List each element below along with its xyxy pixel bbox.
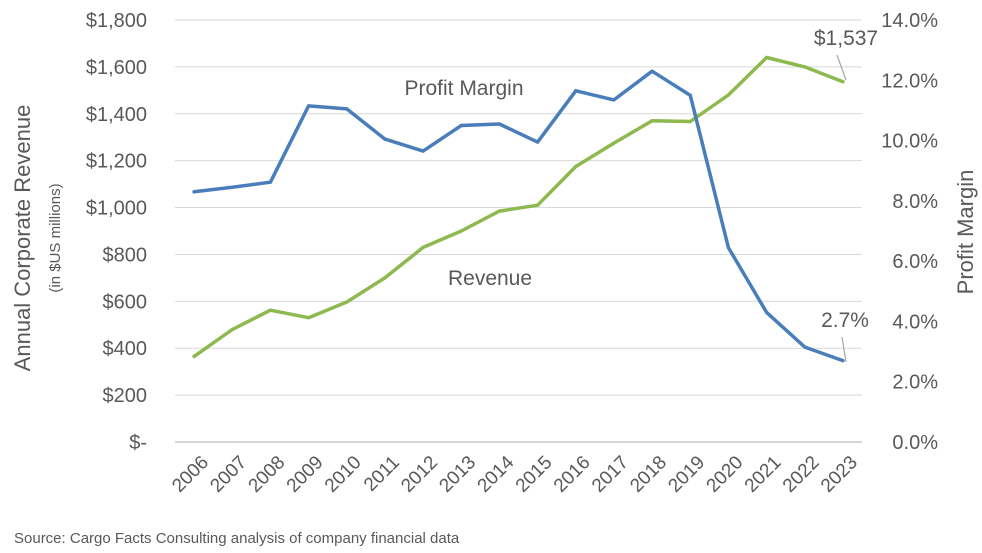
- x-tick-label: 2016: [550, 452, 595, 497]
- right-tick-label: 2.0%: [892, 372, 938, 394]
- right-tick-label: 8.0%: [892, 191, 938, 213]
- right-axis-title: Profit Margin: [953, 170, 978, 295]
- data-point-revenue: [459, 229, 463, 233]
- data-point-profit-margin: [230, 185, 234, 189]
- x-tick-label: 2008: [245, 452, 290, 497]
- left-axis-subtitle: (in $US millions): [47, 183, 64, 292]
- x-axis-ticks: 2006200720082009201020112012201320142015…: [168, 452, 862, 497]
- callout-line-margin: [841, 336, 847, 363]
- left-tick-label: $1,400: [86, 104, 147, 126]
- data-point-revenue: [612, 141, 616, 145]
- data-point-profit-margin: [841, 359, 845, 363]
- data-point-revenue: [688, 119, 692, 124]
- x-tick-label: 2009: [283, 452, 328, 497]
- data-point-revenue: [497, 209, 502, 213]
- data-point-revenue: [383, 276, 387, 280]
- left-tick-label: $1,200: [86, 151, 147, 173]
- data-point-profit-margin: [345, 107, 349, 111]
- x-tick-label: 2010: [321, 452, 366, 497]
- left-tick-label: $200: [103, 385, 148, 407]
- x-tick-label: 2018: [626, 452, 671, 497]
- left-tick-label: $1,800: [86, 10, 147, 32]
- data-point-revenue: [306, 316, 311, 320]
- left-axis-ticks: $- $200 $400 $600 $800 $1,000 $1,200 $1,400 $1,6…: [86, 10, 147, 454]
- data-point-profit-margin: [650, 69, 654, 73]
- data-point-revenue: [650, 119, 654, 123]
- x-tick-label: 2007: [206, 452, 251, 497]
- data-point-revenue: [268, 308, 273, 312]
- right-tick-label: 4.0%: [892, 311, 938, 333]
- source-note: Source: Cargo Facts Consulting analysis …: [14, 530, 460, 547]
- data-point-profit-margin: [268, 180, 273, 184]
- data-point-revenue: [764, 55, 769, 60]
- data-point-profit-margin: [306, 104, 311, 108]
- data-point-revenue: [192, 354, 196, 359]
- series-lines: [192, 55, 845, 363]
- left-tick-label: $1,000: [86, 198, 147, 220]
- data-point-revenue: [230, 327, 234, 332]
- x-tick-label: 2015: [512, 452, 557, 497]
- series-label-profit-margin: Profit Margin: [404, 77, 523, 100]
- data-point-profit-margin: [688, 93, 692, 97]
- callout-margin-last: 2.7%: [821, 309, 869, 332]
- x-tick-label: 2022: [779, 452, 824, 497]
- callout-line-revenue: [836, 54, 847, 81]
- x-tick-label: 2013: [435, 452, 480, 497]
- left-tick-label: $800: [103, 244, 148, 266]
- left-tick-label: $600: [103, 291, 148, 313]
- data-point-profit-margin: [535, 140, 540, 144]
- data-point-profit-margin: [192, 190, 196, 194]
- right-tick-label: 14.0%: [881, 10, 938, 32]
- x-tick-label: 2019: [664, 452, 709, 497]
- left-tick-label: $-: [129, 432, 147, 454]
- x-tick-label: 2020: [703, 452, 748, 497]
- data-point-profit-margin: [574, 89, 578, 93]
- x-tick-label: 2011: [360, 452, 404, 496]
- data-point-revenue: [841, 80, 845, 84]
- right-tick-label: 6.0%: [892, 251, 938, 273]
- left-axis-title: Annual Corporate Revenue: [10, 105, 35, 372]
- data-point-profit-margin: [764, 310, 769, 314]
- data-point-profit-margin: [383, 137, 387, 141]
- data-point-profit-margin: [421, 149, 425, 153]
- x-tick-label: 2017: [588, 452, 633, 497]
- data-point-revenue: [421, 245, 425, 250]
- right-tick-label: 12.0%: [881, 70, 938, 92]
- data-point-revenue: [726, 93, 731, 97]
- data-point-revenue: [574, 164, 578, 169]
- right-axis-ticks: 0.0% 2.0% 4.0% 6.0% 8.0% 10.0% 12.0% 14.0%: [881, 10, 938, 454]
- left-tick-label: $1,600: [86, 57, 147, 79]
- data-point-profit-margin: [726, 245, 731, 250]
- right-tick-label: 0.0%: [892, 432, 938, 454]
- data-point-revenue: [345, 300, 349, 304]
- right-tick-label: 10.0%: [881, 131, 938, 153]
- left-tick-label: $400: [103, 338, 148, 360]
- data-point-profit-margin: [612, 98, 616, 102]
- data-point-revenue: [803, 65, 807, 69]
- data-point-profit-margin: [459, 123, 463, 128]
- data-point-revenue: [535, 203, 540, 207]
- data-point-profit-margin: [803, 345, 807, 349]
- series-line-profit-margin: [192, 69, 845, 363]
- series-label-revenue: Revenue: [448, 267, 532, 290]
- x-tick-label: 2014: [474, 452, 519, 497]
- x-tick-label: 2006: [168, 452, 213, 497]
- x-tick-label: 2012: [397, 452, 442, 497]
- data-point-profit-margin: [497, 122, 502, 126]
- x-tick-label: 2023: [817, 452, 862, 497]
- series-line-revenue: [192, 55, 845, 359]
- x-tick-label: 2021: [741, 452, 786, 497]
- callout-revenue-last: $1,537: [814, 27, 878, 50]
